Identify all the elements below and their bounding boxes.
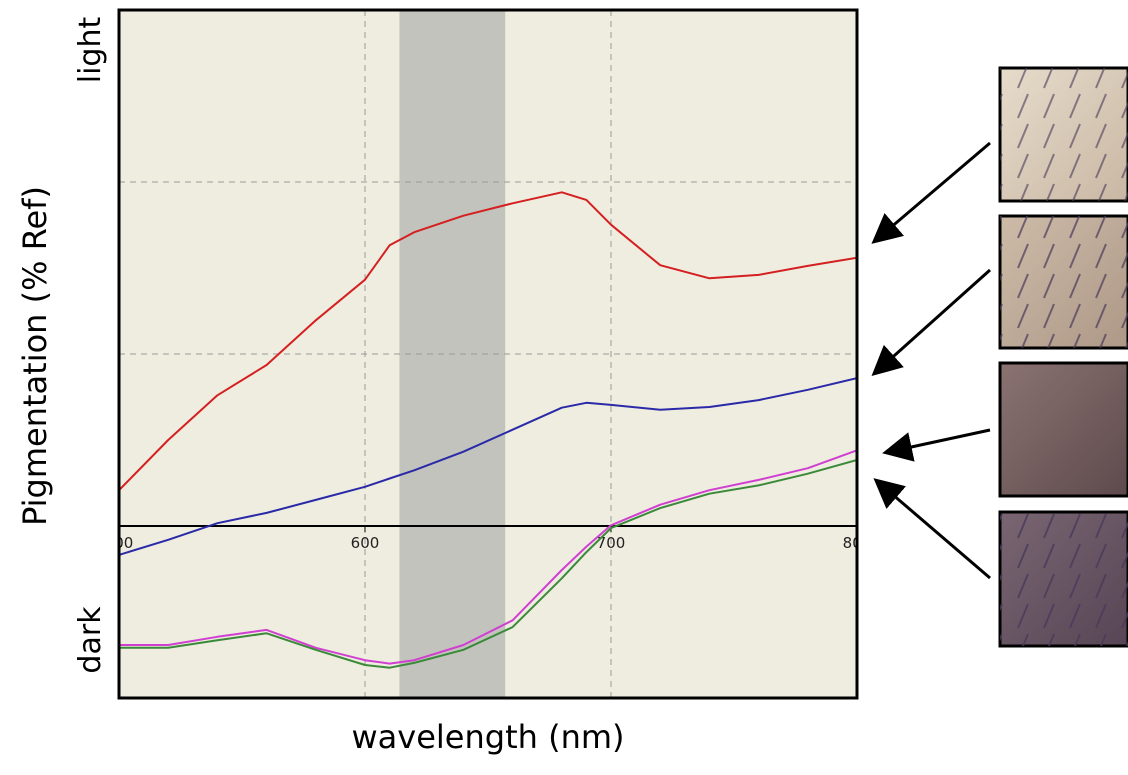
x-axis-label: wavelength (nm) (352, 718, 625, 756)
annotation-light: light (73, 17, 108, 84)
skin-photos (998, 66, 1128, 648)
plot-area: 500 600 700 800 (105, 10, 872, 698)
series-line (119, 459, 857, 669)
plot-frame (117, 8, 859, 700)
y-axis-label: Pigmentation (% Ref) (16, 186, 54, 526)
x-tick-label: 800 (843, 534, 872, 552)
arrow (873, 478, 991, 580)
annotation-dark: dark (73, 606, 108, 674)
series-line (119, 377, 857, 556)
arrow (871, 268, 992, 377)
x-tick-label: 600 (351, 534, 380, 552)
x-tick-label: 700 (597, 534, 626, 552)
photo-hair (1000, 68, 1128, 201)
photo-hair (1000, 216, 1128, 348)
series-line (119, 449, 857, 665)
x-tick-label: 500 (105, 534, 134, 552)
arrows (871, 141, 992, 580)
arrow (871, 141, 991, 244)
photo-hair (1000, 512, 1128, 646)
photo (998, 361, 1128, 498)
series-line (119, 191, 857, 491)
arrow (882, 428, 991, 462)
